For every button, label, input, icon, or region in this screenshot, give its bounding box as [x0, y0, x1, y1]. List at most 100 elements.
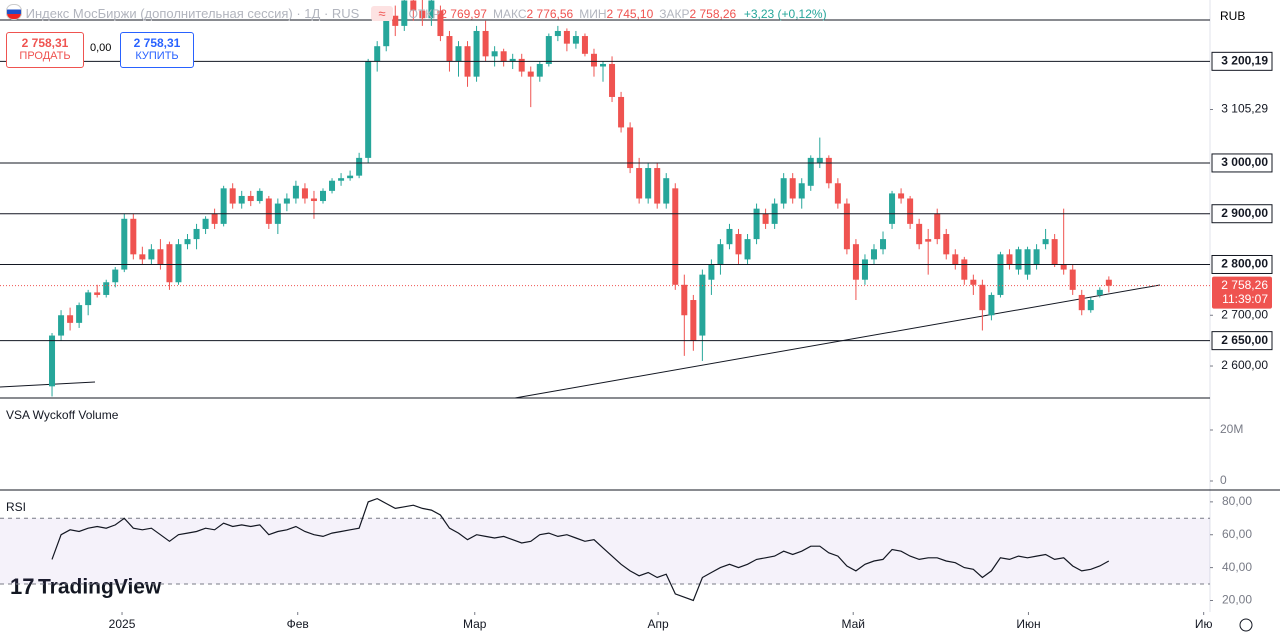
sell-price: 2 758,31 [21, 36, 69, 50]
candle-body [437, 10, 444, 37]
last-price-box [1212, 276, 1272, 309]
ohlc-label: ОТКР [408, 7, 441, 21]
candle-body [627, 127, 634, 169]
candle-body [997, 254, 1004, 295]
candle-body [554, 30, 561, 37]
candle-body [58, 315, 65, 336]
header: Индекс МосБиржи (дополнительная сессия) … [6, 4, 827, 21]
ohlc-value: 2 758,26 [689, 7, 737, 21]
last-price-label: 2 758,26 [1221, 278, 1268, 292]
candle-body [654, 168, 661, 204]
candle-body [256, 190, 263, 202]
pane-title: RSI [6, 500, 26, 514]
candle-body [401, 0, 408, 26]
candle-body [834, 183, 841, 204]
candle-body [843, 203, 850, 250]
candle-body [1096, 289, 1103, 295]
candle-body [916, 223, 923, 245]
sell-button[interactable]: 2 758,31 ПРОДАТЬ [6, 32, 84, 68]
candle-body [527, 71, 534, 77]
ohlc-label: МИН [579, 7, 607, 21]
candle-body [600, 63, 607, 67]
candle-body [907, 198, 914, 224]
candle-body [618, 96, 625, 128]
candle-body [572, 36, 579, 44]
x-tick-label: Май [841, 617, 865, 631]
trend-line [514, 284, 1161, 399]
candle-body [581, 36, 588, 54]
candle-body [374, 46, 381, 62]
candle-body [807, 157, 814, 186]
y-tick-label: 40,00 [1222, 560, 1252, 574]
ohlc-label: МАКС [492, 7, 527, 21]
x-tick-label: Апр [648, 617, 670, 631]
candle-body [76, 305, 83, 323]
candle-body [934, 213, 941, 240]
candle-body [753, 208, 760, 240]
candle-body [184, 239, 191, 245]
candle-body [1069, 269, 1076, 290]
candle-body [545, 36, 552, 64]
candle-body [690, 300, 697, 341]
candle-body [338, 178, 345, 181]
candle-body [681, 284, 688, 316]
buy-price: 2 758,31 [133, 36, 181, 50]
candle-body [112, 269, 119, 283]
candle-body [744, 239, 751, 260]
buy-label: КУПИТЬ [135, 50, 179, 62]
candle-body [952, 254, 959, 265]
candle-body [1006, 254, 1013, 265]
candle-body [67, 315, 74, 323]
candle-body [491, 51, 498, 57]
candle-body [1078, 294, 1085, 311]
candle-body [943, 234, 950, 255]
candle-body [229, 188, 236, 204]
candle-body [247, 195, 254, 202]
candle-body [329, 180, 336, 191]
candle-body [482, 30, 489, 57]
x-tick-label: Мар [463, 617, 487, 631]
y-tick-label: 2 600,00 [1221, 358, 1268, 372]
candle-body [383, 15, 390, 47]
candle-body [220, 188, 227, 224]
level-label-box [1211, 254, 1273, 274]
y-tick-label: 0 [1220, 473, 1227, 487]
level-label-box [1211, 153, 1273, 173]
candle-body [175, 244, 182, 283]
candle-body [636, 168, 643, 199]
level-label: 2 900,00 [1221, 206, 1268, 220]
candle-body [455, 46, 462, 62]
candle-body [1042, 239, 1049, 245]
candle-body [265, 198, 272, 224]
y-tick-label: 80,00 [1222, 494, 1252, 508]
settings-icon[interactable] [1239, 618, 1253, 632]
buy-button[interactable]: 2 758,31 КУПИТЬ [120, 32, 194, 68]
candle-body [301, 188, 308, 199]
countdown: 11:39:07 [1222, 292, 1268, 306]
candle-body [500, 51, 507, 62]
candle-body [1033, 249, 1040, 265]
candle-body [283, 198, 290, 204]
candle-body [925, 239, 932, 242]
y-tick-label: 2 700,00 [1221, 307, 1268, 321]
candle-body [310, 198, 317, 202]
candle-body [130, 218, 137, 255]
x-tick-label: Ию [1195, 617, 1213, 631]
candle-body [347, 175, 354, 179]
candle-body [816, 157, 823, 163]
candle-body [211, 213, 218, 224]
ohlc-label: ЗАКР [659, 7, 690, 21]
candle-body [645, 168, 652, 199]
candle-body [852, 244, 859, 280]
ohlc-value: 2 769,97 [440, 7, 487, 21]
x-tick-label: Июн [1016, 617, 1040, 631]
brand-logo: 17 [10, 574, 34, 599]
candle-body [708, 264, 715, 280]
pane-title: VSA Wyckoff Volume [6, 408, 119, 422]
candle-body [320, 190, 327, 202]
candle-body [85, 292, 92, 306]
candle-body [428, 0, 435, 19]
currency[interactable]: RUB [1212, 4, 1280, 28]
level-label: 2 650,00 [1221, 333, 1268, 347]
ohlc: ОТКР2 769,97 МАКС2 776,56 МИН2 745,10 ЗАКР2… [403, 7, 737, 21]
